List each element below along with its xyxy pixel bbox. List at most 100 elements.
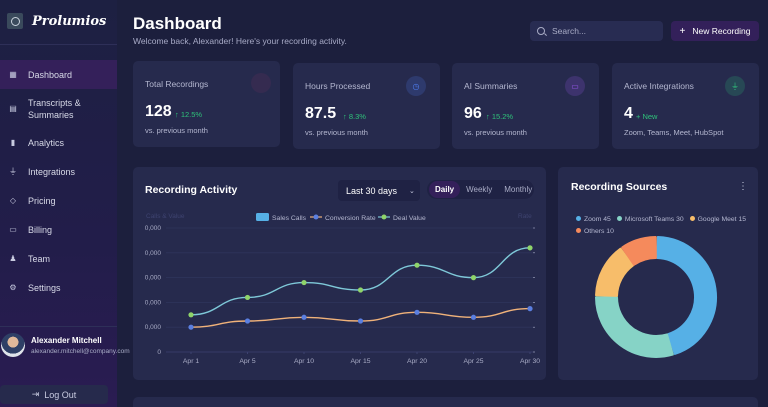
- new-recording-label: New Recording: [692, 26, 751, 36]
- sidebar-item-team[interactable]: ♟ Team: [0, 244, 117, 273]
- recording-activity-card: [133, 167, 546, 380]
- sidebar-item-label: Pricing: [28, 195, 56, 206]
- donut-slice-zoom[interactable]: [656, 236, 717, 355]
- logout-icon: ⇥: [31, 389, 40, 399]
- user-email: alexander.mitchell@company.com: [31, 347, 130, 355]
- sidebar-divider: [0, 326, 117, 327]
- sidebar-item-settings[interactable]: ⚙ Settings: [0, 273, 117, 302]
- document-icon: ▤: [9, 103, 17, 113]
- legend-label: Sales Calls: [272, 215, 307, 222]
- donut-slice-google-meet[interactable]: [595, 247, 634, 297]
- sidebar-item-label: Analytics: [28, 137, 65, 148]
- logout-button[interactable]: ⇥ Log Out: [0, 385, 108, 404]
- data-point-conversion-rate: [357, 318, 364, 324]
- sidebar-item-dashboard[interactable]: ▦ Dashboard: [0, 60, 117, 89]
- legend-marker-conversion: [313, 214, 319, 220]
- x-tick-label: Apr 20: [407, 358, 427, 365]
- stat-change: + New: [636, 112, 658, 121]
- tab-weekly[interactable]: Weekly: [466, 185, 493, 194]
- stat-value: 87.5: [305, 105, 337, 122]
- page-subtitle: Welcome back, Alexander! Here's your rec…: [133, 36, 347, 46]
- stat-card[interactable]: Total Recordings 128 ↑ 12.5% vs. previou…: [133, 61, 280, 147]
- stat-card[interactable]: Active Integrations ⏚ 4 + New Zoom, Team…: [612, 63, 759, 149]
- tab-monthly[interactable]: Monthly: [504, 185, 533, 194]
- chevron-down-icon: ⌄: [409, 187, 415, 195]
- kebab-menu-icon[interactable]: ⋮: [738, 181, 748, 192]
- date-range-select[interactable]: Last 30 days ⌄: [338, 180, 420, 201]
- stat-change: ↑ 8.3%: [343, 112, 366, 121]
- legend-item[interactable]: Microsoft Teams 30: [616, 214, 684, 226]
- x-tick-label: Apr 25: [463, 358, 483, 365]
- legend-item[interactable]: Zoom 45: [576, 214, 611, 226]
- data-point-deal-value: [357, 287, 364, 293]
- series-line-conversion-rate: [190, 307, 531, 328]
- globe-logo-icon: [7, 13, 23, 29]
- donut-slice-others[interactable]: [621, 236, 657, 266]
- summary-icon: ▭: [565, 76, 585, 96]
- x-tick-label: Apr 15: [350, 358, 370, 365]
- plus-icon: +: [679, 25, 686, 37]
- legend-swatch-sales-calls: [256, 213, 269, 221]
- page-title: Dashboard: [133, 14, 222, 33]
- brand[interactable]: Prolumios: [7, 13, 106, 29]
- donut-slice-microsoft-teams[interactable]: [595, 296, 674, 358]
- sources-legend: Zoom 45 Microsoft Teams 30 Google Meet 15 O…: [576, 214, 756, 238]
- gear-icon: ⚙: [9, 283, 17, 292]
- legend-label: Zoom 45: [584, 216, 611, 223]
- grid-icon: ▦: [9, 70, 17, 79]
- y-tick-label: 0,000: [145, 250, 162, 257]
- logout-label: Log Out: [44, 389, 77, 400]
- sidebar-divider: [0, 44, 117, 45]
- data-point-deal-value: [244, 294, 251, 301]
- legend-label: Microsoft Teams 30: [624, 216, 684, 223]
- stat-value: 4: [624, 105, 633, 122]
- sidebar-item-analytics[interactable]: ▮ Analytics: [0, 128, 117, 157]
- y2-axis-label: Rate: [518, 213, 532, 220]
- data-point-conversion-rate: [301, 314, 307, 320]
- recording-activity-title: Recording Activity: [145, 184, 238, 196]
- sidebar-item-label: Integrations: [28, 166, 76, 177]
- search-icon: [537, 27, 545, 35]
- sidebar-item-label: Billing: [28, 224, 53, 235]
- sources-donut-chart: [595, 236, 717, 358]
- y-axis-label: Calls & Value: [146, 213, 185, 220]
- legend-label: Deal Value: [393, 215, 426, 222]
- y-tick-label: 0,000: [145, 299, 162, 306]
- sidebar-nav: ▦ Dashboard ▤ Transcripts & Summaries ▮ Analy…: [0, 60, 117, 302]
- sidebar-item-label: Team: [28, 253, 51, 264]
- tag-icon: ◇: [9, 196, 17, 205]
- data-point-conversion-rate: [244, 318, 251, 324]
- sidebar-item-pricing[interactable]: ◇ Pricing: [0, 186, 117, 215]
- legend-dot: [576, 228, 581, 233]
- data-point-deal-value: [188, 312, 194, 318]
- search-input[interactable]: [552, 26, 652, 36]
- legend-item[interactable]: Others 10: [576, 226, 614, 238]
- legend-dot: [689, 216, 695, 221]
- period-toggle: Daily Weekly Monthly: [427, 180, 534, 199]
- brand-name: Prolumios: [32, 13, 107, 29]
- stat-change: ↑ 12.5%: [175, 110, 203, 119]
- user-name: Alexander Mitchell: [31, 335, 102, 345]
- tab-daily[interactable]: Daily: [429, 181, 461, 198]
- users-icon: ♟: [9, 254, 17, 263]
- sidebar-item-transcripts-summaries[interactable]: ▤ Transcripts & Summaries: [0, 89, 117, 128]
- new-recording-button[interactable]: + New Recording: [671, 21, 759, 41]
- data-point-deal-value: [414, 262, 420, 268]
- stat-note: vs. previous month: [145, 126, 208, 135]
- clock-icon: ◷: [406, 76, 426, 96]
- y-tick-label: 0: [157, 349, 161, 356]
- avatar: [1, 333, 25, 357]
- legend-dot: [616, 216, 622, 221]
- recording-sources-title: Recording Sources: [571, 181, 668, 193]
- data-point-deal-value: [301, 279, 307, 286]
- sidebar-item-billing[interactable]: ▭ Billing: [0, 215, 117, 244]
- stat-card[interactable]: Hours Processed ◷ 87.5 ↑ 8.3% vs. previo…: [293, 63, 440, 149]
- sidebar-item-label: Dashboard: [28, 69, 73, 80]
- sidebar-item-integrations[interactable]: ⏚ Integrations: [0, 157, 117, 186]
- legend-item[interactable]: Google Meet 15: [689, 214, 746, 226]
- user-profile[interactable]: Alexander Mitchell alexander.mitchell@co…: [0, 333, 130, 357]
- data-point-conversion-rate: [414, 309, 420, 315]
- stat-card[interactable]: AI Summaries ▭ 96 ↑ 15.2% vs. previous m…: [452, 63, 599, 149]
- search-box[interactable]: [530, 21, 663, 41]
- legend-marker-deal-value: [381, 214, 387, 220]
